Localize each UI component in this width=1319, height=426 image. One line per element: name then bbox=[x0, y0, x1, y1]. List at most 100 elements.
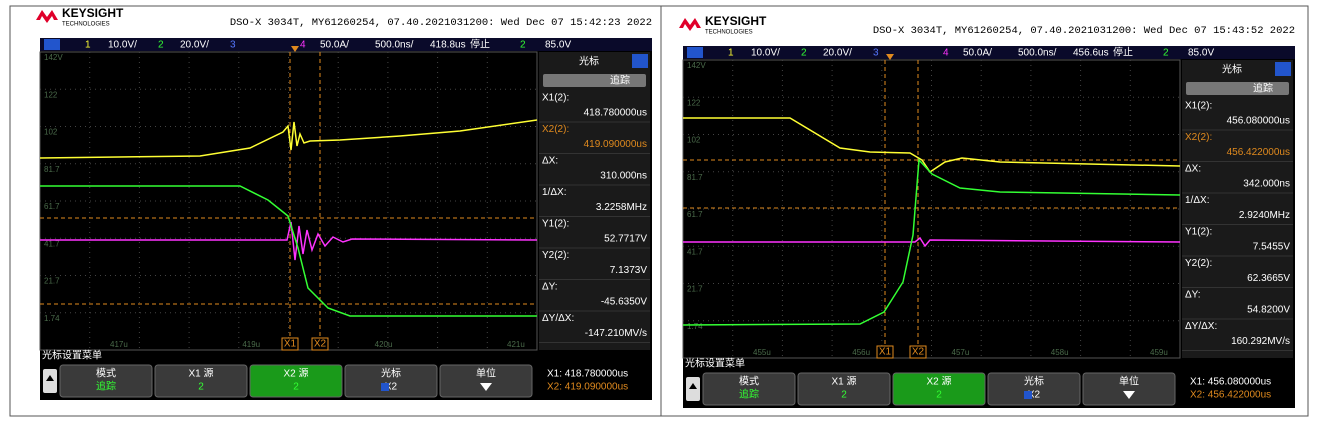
channel-bar-item: 1 bbox=[85, 40, 91, 51]
softkey[interactable] bbox=[702, 372, 796, 406]
header: DSO-X 3034T, MY61260254, 07.40.202103120… bbox=[230, 17, 652, 29]
menu-icon bbox=[687, 47, 703, 58]
channel-bar-item: 10.0V/ bbox=[108, 40, 137, 51]
softkey-label: X2 源 bbox=[283, 367, 308, 380]
readout-label: ΔX: bbox=[1185, 164, 1201, 175]
menu-icon bbox=[44, 39, 60, 50]
softkey[interactable] bbox=[892, 372, 986, 406]
softkey-sub: 2 bbox=[293, 382, 299, 393]
channel-bar-item: 500.0ns/ bbox=[1018, 48, 1057, 59]
channel-bar-item: 停止 bbox=[470, 38, 490, 51]
softkey-label: 单位 bbox=[476, 367, 496, 380]
softkey[interactable] bbox=[797, 372, 891, 406]
readout-value: 310.000ns bbox=[600, 171, 647, 182]
cursor-tag bbox=[281, 337, 299, 351]
x-label: 457u bbox=[952, 348, 970, 357]
channel-bar-item: 1 bbox=[728, 48, 734, 59]
logo-icon bbox=[679, 18, 701, 31]
softkey[interactable] bbox=[154, 364, 248, 398]
channel-bar-item: 50.0A/ bbox=[320, 40, 349, 51]
softkey[interactable] bbox=[987, 372, 1081, 406]
y-label: 21.7 bbox=[44, 277, 60, 286]
channel-bar-item: 2 bbox=[801, 48, 807, 59]
x-label: 458u bbox=[1051, 348, 1069, 357]
softkey[interactable] bbox=[344, 364, 438, 398]
readout-label: X1(2): bbox=[1185, 101, 1212, 112]
status-line: X2: 419.090000us bbox=[547, 382, 628, 393]
plot-area bbox=[682, 59, 1181, 359]
menu-title: 光标设置菜单 bbox=[42, 349, 102, 362]
cursor-label: X1 bbox=[879, 347, 892, 358]
readout-label: ΔY/ΔX: bbox=[542, 313, 574, 324]
cursor-tag bbox=[311, 337, 329, 351]
y-label: 61.7 bbox=[44, 202, 60, 211]
channel-bar-item: 停止 bbox=[1113, 46, 1133, 59]
channel-bar-item: 456.6us bbox=[1073, 48, 1109, 59]
softkey-label: X1 源 bbox=[831, 375, 856, 388]
x-label: 417u bbox=[110, 340, 128, 349]
readout-label: 1/ΔX: bbox=[542, 187, 566, 198]
channel-bar-item: 418.8us bbox=[430, 40, 466, 51]
y-label: 81.7 bbox=[687, 173, 703, 182]
logo: KEYSIGHT bbox=[62, 6, 124, 20]
trigger-marker bbox=[886, 54, 894, 60]
readout-label: ΔY: bbox=[1185, 290, 1201, 301]
readout-label: ΔY: bbox=[542, 282, 558, 293]
readout-label: X2(2): bbox=[1185, 132, 1212, 143]
y-label: 122 bbox=[687, 98, 701, 107]
readout-value: 7.1373V bbox=[610, 265, 648, 276]
waveform-ch1 bbox=[39, 119, 538, 159]
softkey-label: 光标 bbox=[1024, 375, 1044, 388]
softkey-label: 光标 bbox=[381, 367, 401, 380]
channel-bar-item: 2 bbox=[158, 40, 164, 51]
channel-bar-item: 85.0V bbox=[1188, 48, 1214, 59]
y-label: 41.7 bbox=[687, 247, 703, 256]
readout-value: 418.780000us bbox=[584, 108, 647, 119]
waveform-ch4 bbox=[683, 236, 1181, 248]
channel-bar-item: 20.0V/ bbox=[823, 48, 852, 59]
softkey-sub: X2 bbox=[1028, 390, 1041, 401]
mode-label: 追踪 bbox=[610, 74, 630, 87]
status-line: X2: 456.422000us bbox=[1190, 390, 1271, 401]
softkey-sub: 2 bbox=[936, 390, 942, 401]
channel-bar-item: 85.0V bbox=[545, 40, 571, 51]
softkey[interactable] bbox=[439, 364, 533, 398]
y-label: 122 bbox=[44, 90, 58, 99]
channel-bar-item: 3 bbox=[873, 48, 879, 59]
readout-value: 342.000ns bbox=[1243, 179, 1290, 190]
channel-bar-item: 2 bbox=[520, 40, 526, 51]
waveform-ch2 bbox=[40, 185, 537, 317]
softkey-sub: 追踪 bbox=[96, 380, 116, 393]
y-label: 41.7 bbox=[44, 239, 60, 248]
softkey-sub: 2 bbox=[841, 390, 847, 401]
softkey[interactable] bbox=[1082, 372, 1176, 406]
readout-value: 456.422000us bbox=[1227, 147, 1290, 158]
readout-label: ΔX: bbox=[542, 156, 558, 167]
y-label: 61.7 bbox=[687, 210, 703, 219]
softkey[interactable] bbox=[249, 364, 343, 398]
mode-button bbox=[1186, 82, 1289, 95]
status-line: X1: 418.780000us bbox=[547, 369, 628, 380]
readout-value: -147.210MV/s bbox=[585, 328, 647, 339]
readout-value: 54.8200V bbox=[1247, 305, 1290, 316]
y-label: 142V bbox=[687, 61, 706, 70]
softkey-box bbox=[1024, 391, 1032, 399]
panel-icon bbox=[1275, 62, 1291, 76]
channel-bar-item: 500.0ns/ bbox=[375, 40, 414, 51]
softkey-label: 模式 bbox=[96, 367, 116, 380]
cursor-label: X2 bbox=[314, 339, 327, 350]
logo-sub: TECHNOLOGIES bbox=[62, 22, 110, 28]
menu-title: 光标设置菜单 bbox=[685, 357, 745, 370]
channel-bar-item: 20.0V/ bbox=[180, 40, 209, 51]
channel-bar-item: 10.0V/ bbox=[751, 48, 780, 59]
channel-bar bbox=[683, 46, 1295, 59]
y-label: 102 bbox=[44, 128, 58, 137]
cursor-label: X2 bbox=[912, 347, 925, 358]
softkey-down-icon bbox=[1123, 391, 1135, 399]
readout-value: -45.6350V bbox=[601, 297, 647, 308]
plot-area bbox=[39, 51, 538, 351]
softkey-label: 单位 bbox=[1119, 375, 1139, 388]
softkey[interactable] bbox=[59, 364, 153, 398]
channel-bar bbox=[40, 38, 652, 51]
